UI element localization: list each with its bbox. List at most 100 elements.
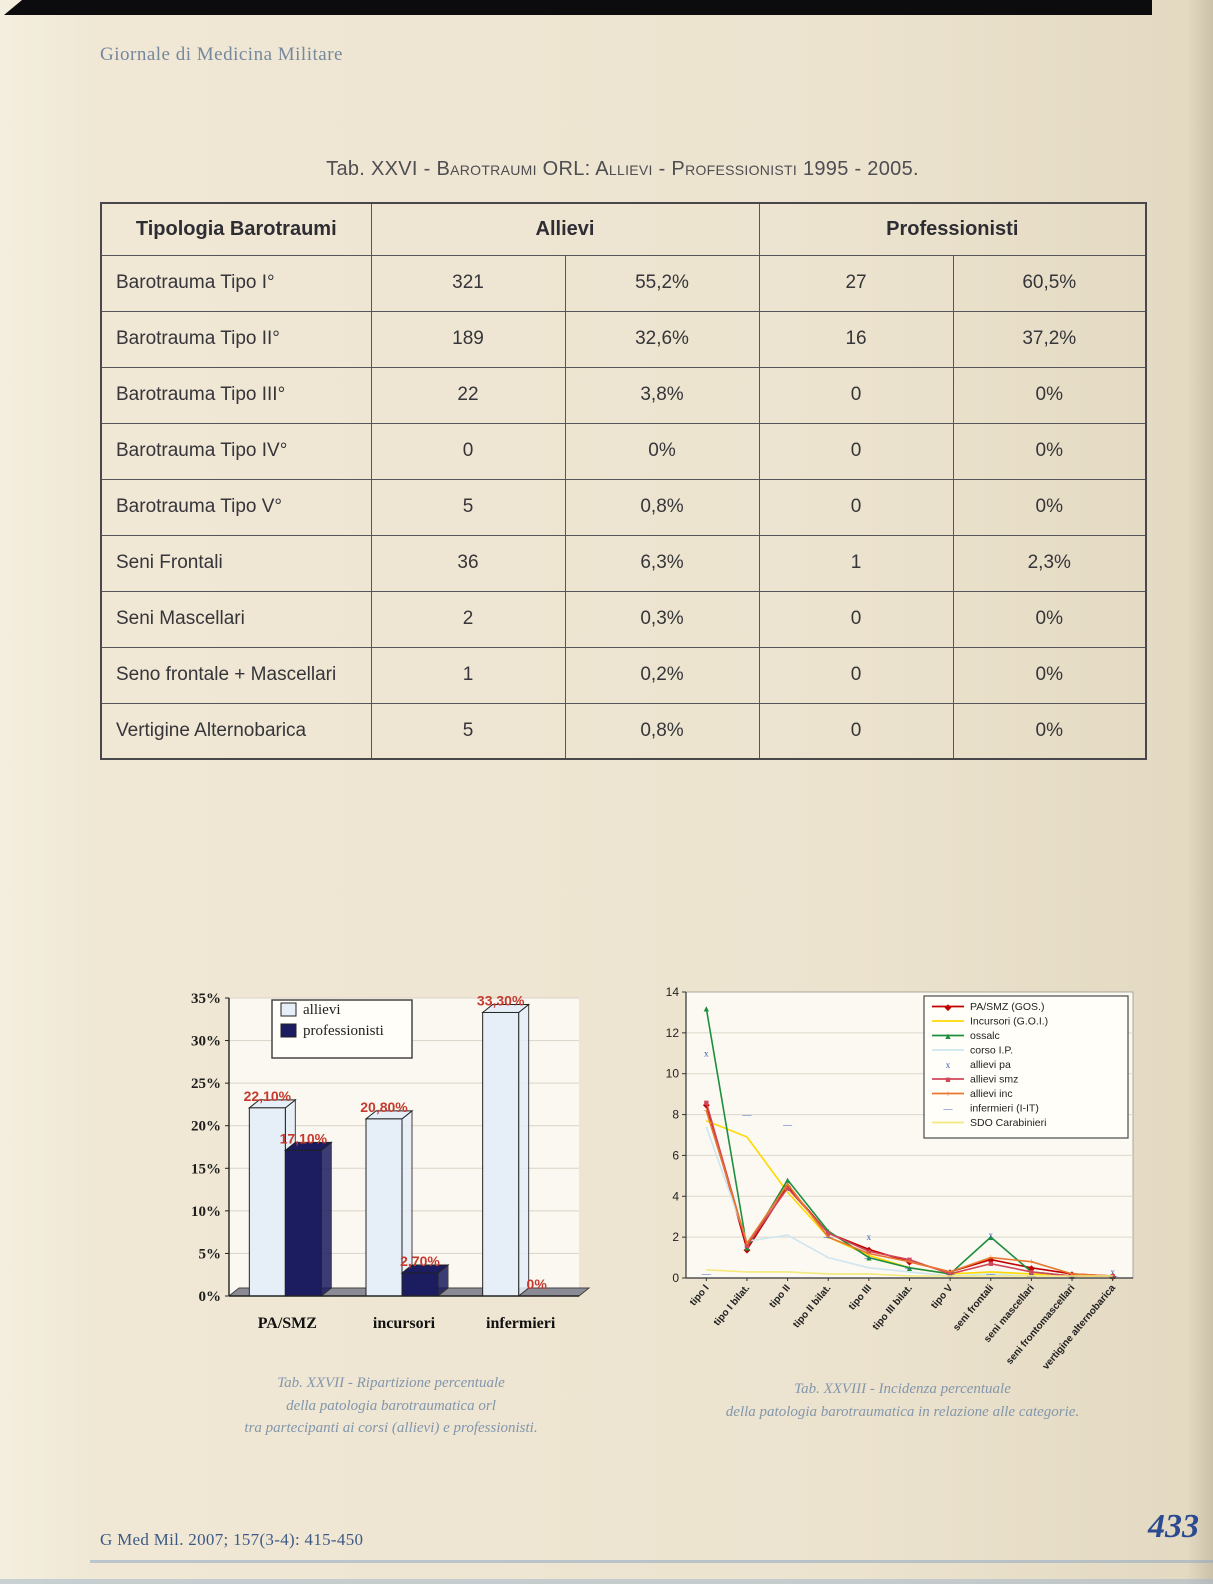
row-value: 0% xyxy=(952,422,1147,480)
row-value: 0% xyxy=(952,646,1147,704)
page-number: 433 xyxy=(1148,1508,1199,1545)
row-value: 22 xyxy=(370,366,566,424)
marker-x: x xyxy=(704,1048,709,1058)
x-axis-category: seni frontomascellari xyxy=(1004,1283,1077,1367)
bar-chart-svg: 0% 5% 10% 15% 20% 25% 30% 35% 22,10% 17,10% PA/SMZ… xyxy=(191,991,591,1332)
marker-square: ■ xyxy=(785,1183,790,1193)
marker-plus: + xyxy=(704,1106,709,1116)
table-row: Barotrauma Tipo IV° 0 0% 0 0% xyxy=(100,422,1147,480)
y-axis-label: 4 xyxy=(672,1189,679,1203)
marker-square: ■ xyxy=(947,1269,952,1279)
row-label: Barotrauma Tipo V° xyxy=(100,478,372,536)
row-value: 36 xyxy=(370,534,566,592)
row-value: 0,2% xyxy=(564,646,760,704)
row-value: 0 xyxy=(758,590,954,648)
row-value: 0 xyxy=(758,702,954,760)
table-title-prefix: Tab. XXVI - xyxy=(326,158,437,180)
marker-triangle: ▲ xyxy=(702,1003,711,1013)
table-row: Vertigine Alternobarica 5 0,8% 0 0% xyxy=(100,702,1147,760)
row-value: 0% xyxy=(952,702,1147,760)
marker-dash: — xyxy=(823,1232,834,1242)
legend-label: allievi pa xyxy=(970,1059,1011,1071)
y-axis-label: 6 xyxy=(672,1148,679,1162)
marker-plus: + xyxy=(785,1179,790,1189)
marker-plus: + xyxy=(907,1257,912,1267)
bar-value-label: 33,30% xyxy=(477,992,525,1008)
row-value: 2 xyxy=(370,590,566,648)
line-chart-legend: ◆ PA/SMZ (GOS.) Incursori (G.O.I.) ▲ ossalc c… xyxy=(923,995,1129,1139)
row-value: 189 xyxy=(370,310,566,368)
row-label: Seni Mascellari xyxy=(100,590,372,648)
page-edge-shadow xyxy=(1187,0,1213,1584)
row-value: 5 xyxy=(370,702,566,760)
row-value: 0,8% xyxy=(564,702,760,760)
scan-top-bar xyxy=(4,0,1152,15)
table-row: Barotrauma Tipo V° 5 0,8% 0 0% xyxy=(100,478,1147,536)
y-axis-label: 10% xyxy=(191,1204,221,1220)
bar-value-label: 22,10% xyxy=(244,1088,292,1104)
caption-line-chart: Tab. XXVIII - Incidenza percentuale dell… xyxy=(665,1378,1140,1423)
header-tipologia: Tipologia Barotraumi xyxy=(100,202,372,256)
marker-dash: — xyxy=(701,1269,712,1279)
x-axis-category: tipo II bilat. xyxy=(791,1283,833,1331)
legend-label: corso I.P. xyxy=(970,1045,1013,1057)
legend-label: infermieri (I-IT) xyxy=(970,1103,1039,1115)
legend-label: PA/SMZ (GOS.) xyxy=(970,1001,1044,1013)
row-value: 321 xyxy=(370,254,566,312)
marker-plus: + xyxy=(866,1249,871,1259)
row-value: 0 xyxy=(758,478,954,536)
marker-plus: + xyxy=(826,1232,831,1242)
marker-x: x xyxy=(826,1230,831,1240)
bar-professionisti xyxy=(400,1263,450,1298)
row-value: 37,2% xyxy=(952,310,1147,368)
y-axis-label: 2 xyxy=(672,1230,679,1244)
bar-value-label: 2,70% xyxy=(400,1253,440,1269)
marker-triangle: ▲ xyxy=(905,1263,914,1273)
header-allievi: Allievi xyxy=(370,202,760,256)
caption-line: Tab. XXVIII - Incidenza percentuale xyxy=(794,1381,1011,1397)
row-value: 16 xyxy=(758,310,954,368)
row-value: 6,3% xyxy=(564,534,760,592)
marker-dash: — xyxy=(985,1269,996,1279)
marker-square: ■ xyxy=(945,1075,950,1085)
x-axis-category: seni frontali xyxy=(951,1283,996,1334)
y-axis-label: 30% xyxy=(191,1034,221,1050)
marker-square: ■ xyxy=(988,1259,993,1269)
marker-x: x xyxy=(1110,1267,1115,1277)
series-SDO Carabinieri xyxy=(706,1269,1113,1277)
marker-plus: + xyxy=(988,1253,993,1263)
journal-header: Giornale di Medicina Militare xyxy=(100,44,343,65)
y-axis-label: 0 xyxy=(672,1271,679,1285)
y-axis-label: 15% xyxy=(191,1161,221,1177)
marker-square: ■ xyxy=(1029,1267,1034,1277)
marker-plus: + xyxy=(948,1267,953,1277)
legend-label: allievi smz xyxy=(970,1074,1018,1086)
legend-label: ossalc xyxy=(970,1030,1000,1042)
table-row: Barotrauma Tipo II° 189 32,6% 16 37,2% xyxy=(100,310,1147,368)
caption-line: tra partecipanti ai corsi (allievi) e pr… xyxy=(244,1420,538,1436)
x-axis-category: tipo I xyxy=(688,1283,712,1309)
marker-triangle: ▲ xyxy=(986,1232,995,1242)
row-label: Vertigine Alternobarica xyxy=(100,702,372,760)
marker-square: ■ xyxy=(866,1246,871,1256)
row-label: Seno frontale + Mascellari xyxy=(100,646,372,704)
row-value: 0 xyxy=(370,422,566,480)
bar-chart-legend: allievi professionisti xyxy=(271,999,413,1059)
marker-diamond: ◆ xyxy=(744,1244,751,1254)
marker-diamond: ◆ xyxy=(987,1255,994,1265)
y-axis-label: 14 xyxy=(666,985,680,999)
bar-allievi xyxy=(481,1003,531,1298)
marker-square: ■ xyxy=(907,1255,912,1265)
table-row: Barotrauma Tipo I° 321 55,2% 27 60,5% xyxy=(100,254,1147,312)
marker-triangle: ▲ xyxy=(864,1253,873,1263)
x-axis-category: tipo III bilat. xyxy=(871,1283,915,1333)
marker-dash: — xyxy=(943,1104,954,1114)
legend-label: professionisti xyxy=(303,1023,384,1039)
caption-line: della patologia barotraumatica in relazi… xyxy=(725,1403,1080,1420)
row-label: Barotrauma Tipo II° xyxy=(100,310,372,368)
marker-triangle: ▲ xyxy=(824,1226,833,1236)
marker-diamond: ◆ xyxy=(1109,1271,1116,1281)
legend-label: allievi xyxy=(303,1002,341,1018)
table-title-main: Barotraumi ORL: Allievi - Professionisti… xyxy=(436,158,919,180)
